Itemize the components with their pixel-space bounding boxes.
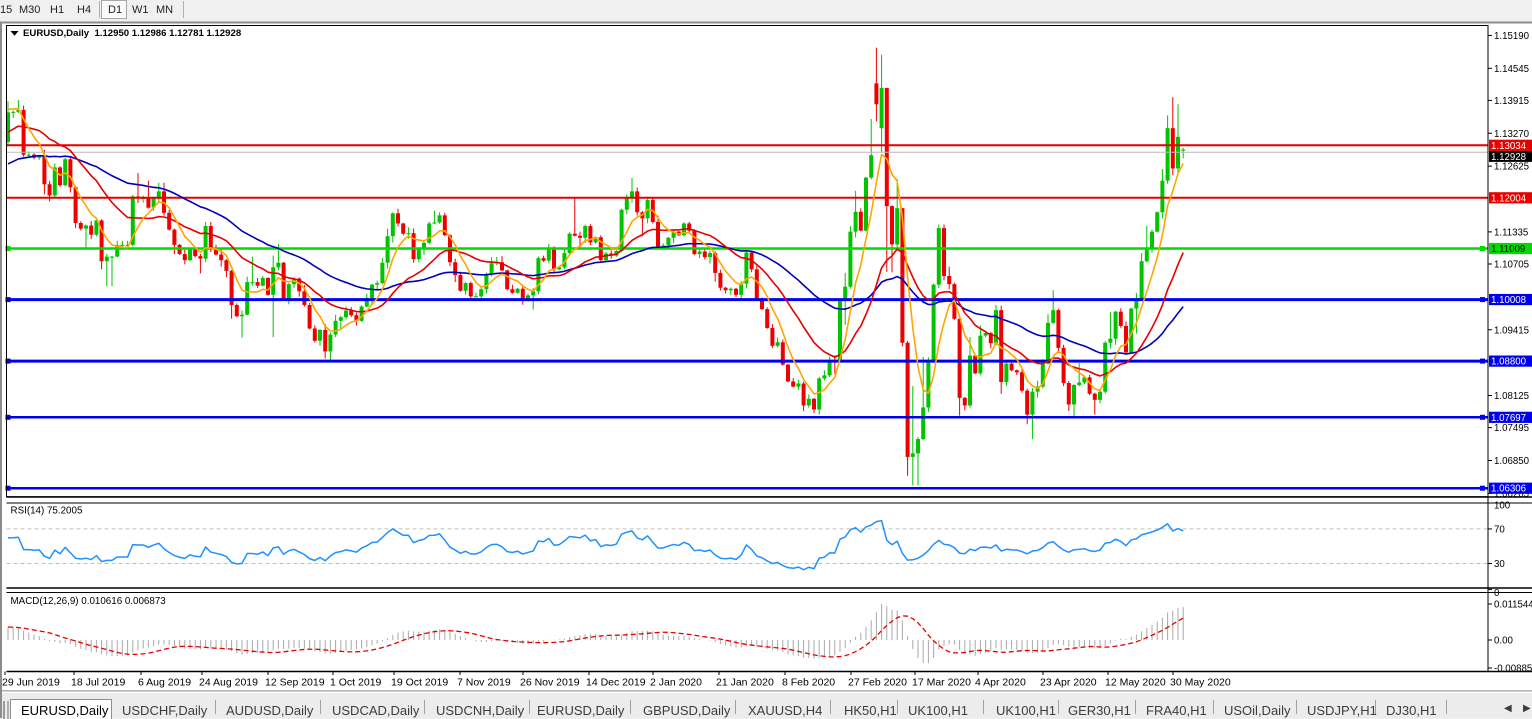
svg-text:7 Nov 2019: 7 Nov 2019 (457, 677, 511, 689)
svg-text:1.11009: 1.11009 (1491, 244, 1525, 255)
svg-text:27 Feb 2020: 27 Feb 2020 (848, 677, 907, 689)
svg-text:1.12004: 1.12004 (1491, 193, 1527, 204)
svg-text:8 Feb 2020: 8 Feb 2020 (782, 677, 835, 689)
svg-text:1.06205: 1.06205 (1494, 489, 1529, 500)
svg-text:2 Jan 2020: 2 Jan 2020 (650, 677, 702, 689)
svg-text:1.10705: 1.10705 (1494, 260, 1529, 271)
svg-text:1.12928: 1.12928 (1491, 152, 1526, 163)
svg-text:12 May 2020: 12 May 2020 (1105, 677, 1166, 689)
svg-text:14 Dec 2019: 14 Dec 2019 (586, 677, 646, 689)
svg-text:1.07697: 1.07697 (1491, 413, 1526, 424)
svg-text:EURUSD,Daily 1.12950 1.12986: EURUSD,Daily 1.12950 1.12986 1.12781 1.1… (23, 28, 242, 39)
svg-text:12 Sep 2019: 12 Sep 2019 (265, 677, 325, 689)
svg-text:70: 70 (1494, 524, 1505, 535)
svg-text:1.07495: 1.07495 (1494, 423, 1529, 434)
svg-text:0.011544: 0.011544 (1494, 600, 1532, 611)
svg-text:1.10008: 1.10008 (1491, 295, 1526, 306)
svg-text:1.14545: 1.14545 (1494, 64, 1529, 75)
svg-text:1.13270: 1.13270 (1494, 129, 1530, 140)
svg-text:19 Oct 2019: 19 Oct 2019 (391, 677, 448, 689)
svg-text:18 Jul 2019: 18 Jul 2019 (71, 677, 125, 689)
svg-text:4 Apr 2020: 4 Apr 2020 (975, 677, 1026, 689)
svg-text:1.12625: 1.12625 (1494, 162, 1529, 173)
svg-text:24 Aug 2019: 24 Aug 2019 (199, 677, 258, 689)
svg-text:1.06850: 1.06850 (1494, 456, 1530, 467)
svg-text:1 Oct 2019: 1 Oct 2019 (330, 677, 382, 689)
svg-text:1.13915: 1.13915 (1494, 96, 1529, 107)
svg-text:30 May 2020: 30 May 2020 (1170, 677, 1231, 689)
svg-text:-0.008858: -0.008858 (1494, 664, 1532, 675)
svg-text:17 Mar 2020: 17 Mar 2020 (912, 677, 971, 689)
svg-text:30: 30 (1494, 559, 1505, 570)
svg-text:1.09415: 1.09415 (1494, 325, 1529, 336)
svg-text:23 Apr 2020: 23 Apr 2020 (1040, 677, 1097, 689)
svg-text:6 Aug 2019: 6 Aug 2019 (138, 677, 191, 689)
svg-text:1.15190: 1.15190 (1494, 31, 1530, 42)
svg-text:100: 100 (1494, 501, 1511, 512)
svg-text:1.06306: 1.06306 (1491, 484, 1526, 495)
svg-text:21 Jan 2020: 21 Jan 2020 (716, 677, 774, 689)
svg-text:0.00: 0.00 (1494, 636, 1513, 647)
svg-text:1.13034: 1.13034 (1491, 141, 1527, 152)
svg-text:1.11335: 1.11335 (1494, 227, 1528, 238)
svg-text:29 Jun 2019: 29 Jun 2019 (2, 677, 60, 689)
svg-text:0: 0 (1494, 588, 1500, 599)
svg-text:MACD(12,26,9) 0.010616 0.00687: MACD(12,26,9) 0.010616 0.006873 (11, 596, 167, 607)
svg-text:RSI(14) 75.2005: RSI(14) 75.2005 (11, 506, 83, 517)
svg-text:26 Nov 2019: 26 Nov 2019 (520, 677, 580, 689)
svg-text:1.08800: 1.08800 (1491, 357, 1527, 368)
svg-text:1.08125: 1.08125 (1494, 391, 1529, 402)
